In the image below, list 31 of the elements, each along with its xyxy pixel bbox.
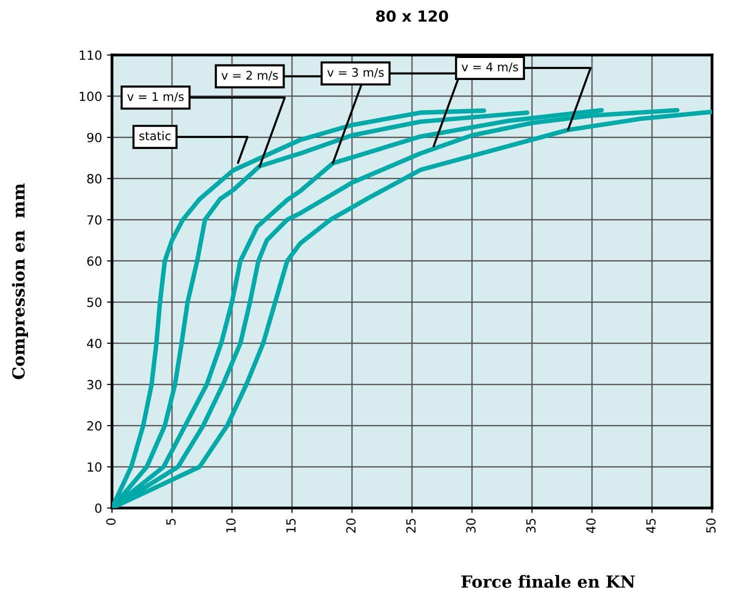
y-tick-label: 30 [87,380,102,390]
y-tick-label: 50 [87,298,102,308]
x-tick-label: 20 [346,518,356,533]
annotation: static [139,131,170,140]
y-tick-label: 110 [80,50,102,60]
y-tick-label: 70 [87,215,102,225]
annotation: v = 1 m/s [127,92,184,102]
y-tick-label: 100 [80,92,102,102]
y-tick-label: 60 [87,256,102,266]
annotation: v = 4 m/s [462,62,518,72]
x-tick-label: 40 [586,518,596,534]
x-tick-label: 35 [526,518,536,533]
y-tick-label: 20 [87,421,102,431]
x-tick-label: 0 [106,518,116,525]
x-tick-label: 30 [466,518,476,533]
y-tick-label: 0 [95,503,102,513]
y-tick-label: 40 [86,338,102,348]
x-tick-label: 5 [166,518,176,525]
y-tick-label: 10 [88,462,102,472]
annotation: v = 3 m/s [327,68,384,78]
x-tick-label: 15 [286,518,296,532]
x-tick-label: 50 [706,518,716,533]
y-tick-label: 90 [87,132,102,142]
x-axis-title: Force finale en KN [461,575,635,588]
chart-title: 80 x 120 [376,10,448,22]
x-tick-label: 25 [406,518,416,533]
y-tick-label: 80 [87,174,102,184]
x-tick-label: 45 [646,518,656,534]
annotation: v = 2 m/s [222,70,278,81]
y-axis-title: Compression en mm [12,183,28,380]
x-tick-label: 10 [226,518,236,532]
